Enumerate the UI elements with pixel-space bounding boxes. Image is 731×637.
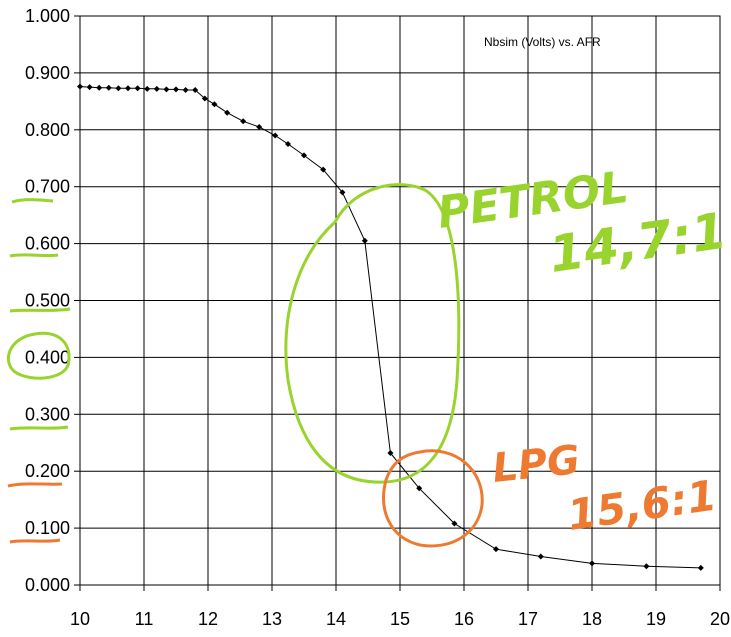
lpg-underline-0100 [9, 538, 61, 544]
x-tick-label: 17 [518, 609, 538, 629]
data-point [153, 85, 160, 92]
data-point [115, 85, 122, 92]
y-tick-label: 0.300 [25, 404, 70, 424]
data-point [320, 166, 327, 173]
data-point [144, 85, 151, 92]
data-point [201, 95, 208, 102]
data-point [211, 101, 218, 108]
y-axis-tick-labels: 0.000 0.100 0.200 0.300 0.400 0.500 0.600 0.700… [25, 6, 70, 595]
petrol-underline-0600 [9, 253, 59, 258]
data-point [339, 189, 346, 196]
series-points [77, 83, 704, 571]
data-point [182, 86, 189, 93]
data-point [96, 84, 103, 91]
data-point [224, 109, 231, 116]
data-point [134, 85, 141, 92]
lpg-underline-0200 [7, 482, 63, 488]
x-tick-label: 10 [70, 609, 90, 629]
petrol-underline-0700 [11, 198, 54, 204]
data-point [240, 118, 247, 125]
x-tick-label: 11 [135, 609, 154, 629]
data-point [285, 141, 291, 148]
data-point [125, 85, 131, 92]
data-point [173, 86, 179, 93]
data-point [272, 132, 279, 139]
petrol-underline-0500 [9, 307, 71, 313]
y-tick-label: 0.200 [25, 461, 70, 481]
petrol-ellipse [284, 183, 461, 484]
y-tick-label: 0.800 [25, 120, 70, 140]
data-point [643, 563, 650, 570]
x-tick-label: 20 [710, 609, 730, 629]
data-point [416, 485, 423, 492]
y-tick-label: 0.400 [25, 347, 70, 367]
data-point [192, 86, 199, 93]
y-tick-label: 0.500 [25, 291, 70, 311]
data-point [163, 86, 170, 93]
lpg-ratio-label: 15,6:1 [565, 471, 720, 540]
y-tick-label: 0.100 [25, 518, 70, 538]
x-tick-label: 18 [582, 609, 602, 629]
y-tick-label: 0.600 [25, 234, 70, 254]
y-tick-label: 1.000 [25, 6, 70, 26]
petrol-underline-0300 [9, 425, 69, 431]
x-tick-label: 19 [646, 609, 666, 629]
y-tick-label: 0.700 [25, 177, 70, 197]
petrol-circle-0400 [6, 331, 71, 380]
x-tick-label: 12 [198, 609, 218, 629]
data-point [301, 152, 307, 159]
data-point [451, 520, 458, 527]
data-point [697, 564, 704, 571]
x-tick-label: 13 [262, 609, 282, 629]
data-point [589, 560, 595, 567]
data-point [86, 84, 93, 91]
x-axis-tick-labels: 10 11 12 13 14 15 16 17 18 19 20 [70, 609, 730, 629]
chart-title: Nbsim (Volts) vs. AFR [484, 35, 601, 49]
data-point [387, 449, 394, 456]
x-tick-label: 14 [326, 609, 346, 629]
petrol-annotation [6, 183, 461, 484]
y-tick-label: 0.900 [25, 63, 70, 83]
y-tick-label: 0.000 [25, 575, 70, 595]
lpg-annotation [7, 449, 484, 548]
data-point [77, 83, 83, 90]
lpg-label: LPG [490, 437, 582, 492]
lpg-circle [382, 449, 484, 548]
data-point [493, 546, 499, 553]
data-point [537, 553, 544, 560]
data-point [361, 237, 368, 244]
x-tick-label: 16 [454, 609, 474, 629]
data-point [256, 123, 263, 130]
chart-grid [74, 15, 721, 591]
data-point [105, 84, 112, 91]
x-tick-label: 15 [390, 609, 410, 629]
